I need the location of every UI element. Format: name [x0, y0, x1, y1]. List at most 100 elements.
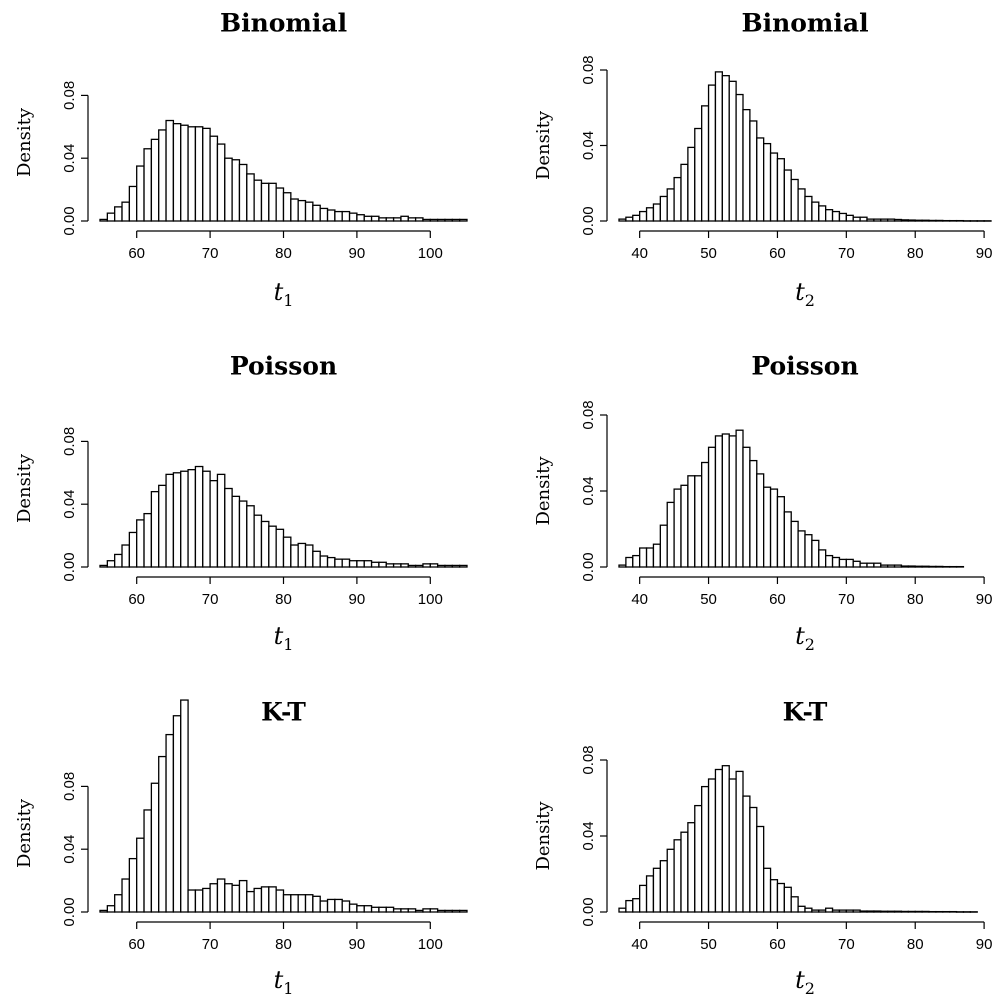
- y-tick-label: 0.00: [61, 206, 78, 235]
- histogram-bar: [356, 560, 365, 568]
- histogram-bar: [866, 218, 875, 222]
- histogram-bar: [659, 195, 668, 222]
- histogram-bar: [99, 564, 108, 568]
- x-axis-label-subscript: 1: [283, 979, 293, 998]
- histogram-bar: [645, 547, 655, 568]
- histogram-bar: [326, 898, 336, 913]
- histogram-bar: [99, 909, 108, 913]
- histogram-bar: [652, 203, 661, 222]
- panel-title: K-T: [261, 698, 306, 727]
- histogram-bar: [414, 217, 424, 222]
- histogram-bar: [728, 80, 737, 222]
- histogram-bar: [825, 554, 834, 568]
- y-tick-label: 0.00: [61, 552, 78, 581]
- histogram-bar: [859, 562, 868, 568]
- y-axis-label: Density: [533, 110, 554, 180]
- histogram-bar: [378, 217, 387, 222]
- panel-title: Poisson: [230, 352, 337, 381]
- histogram-bar: [907, 565, 916, 568]
- histogram-bar: [275, 889, 285, 913]
- histogram-panel-3: Poisson 0.00 0.04 0.08 Density 60 70 80 90 100 t1: [14, 352, 468, 654]
- histogram-bar: [707, 778, 717, 913]
- x-tick-label: 70: [838, 245, 855, 262]
- histogram-bar: [935, 565, 944, 568]
- histogram-bar: [202, 887, 211, 913]
- histogram-bar: [172, 715, 182, 913]
- histogram-bar: [172, 472, 182, 568]
- histogram-bar: [202, 127, 211, 222]
- y-tick-label: 0.08: [580, 55, 597, 84]
- histogram-bar: [341, 558, 351, 568]
- histogram-bar: [687, 475, 696, 568]
- y-axis-label: Density: [14, 453, 35, 523]
- histogram-bar: [407, 217, 417, 222]
- histogram-bar: [444, 909, 453, 913]
- histogram-bar: [783, 886, 792, 913]
- histogram-bar: [436, 909, 446, 913]
- histogram-bar: [400, 563, 409, 568]
- y-tick-label: 0.08: [61, 81, 78, 110]
- histogram-bar: [392, 908, 402, 913]
- histogram-bar: [928, 565, 937, 568]
- histogram-bar: [334, 898, 343, 913]
- histogram-bar: [928, 219, 937, 222]
- y-tick-label: 0.04: [61, 144, 78, 173]
- histogram-bar: [893, 564, 903, 568]
- histogram-bar: [407, 908, 417, 913]
- histogram-bar: [150, 490, 160, 568]
- histogram-bar: [756, 473, 765, 568]
- histogram-bar: [238, 500, 248, 568]
- histogram-bar: [143, 148, 153, 222]
- histogram-bar: [180, 124, 189, 222]
- histogram-bar: [838, 212, 847, 222]
- histogram-bar: [121, 544, 131, 568]
- histogram-bar: [209, 135, 219, 222]
- histogram-bar: [268, 525, 277, 568]
- x-tick-label: 70: [838, 591, 855, 608]
- x-tick-label: 100: [418, 591, 443, 608]
- histogram-bar: [136, 165, 145, 222]
- histogram-bar: [721, 75, 730, 222]
- histogram-bar: [776, 496, 785, 568]
- y-axis-label: Density: [533, 456, 554, 526]
- histogram-bar: [859, 910, 868, 913]
- histogram-bar: [180, 699, 189, 913]
- histogram-bar: [444, 564, 453, 568]
- histogram-bar: [639, 884, 648, 913]
- histogram-bar: [290, 544, 299, 568]
- histogram-bar: [838, 909, 847, 913]
- histogram-bar: [921, 219, 930, 222]
- x-tick-label: 60: [128, 936, 145, 953]
- histogram-bar: [811, 201, 820, 222]
- histogram-bar: [728, 435, 737, 568]
- histogram-bar: [804, 534, 813, 568]
- histogram-bar: [831, 909, 841, 913]
- histogram-panel-5: K-T 0.00 0.04 0.08 Density 60 70 80 90 100 t1: [14, 698, 468, 998]
- histogram-bar: [618, 564, 627, 568]
- histogram-bar: [852, 216, 861, 222]
- histogram-bar: [290, 894, 299, 913]
- x-axis-label-symbol: t: [795, 966, 805, 994]
- x-tick-label: 90: [976, 591, 993, 608]
- x-tick-label: 60: [769, 245, 786, 262]
- histogram-bar: [687, 822, 696, 913]
- histogram-bar: [645, 875, 655, 913]
- histogram-bar: [852, 560, 861, 568]
- histogram-bar: [356, 214, 365, 222]
- x-tick-label: 60: [128, 591, 145, 608]
- histogram-bar: [866, 910, 875, 913]
- histogram-bar: [818, 205, 827, 222]
- histogram-bar: [763, 867, 772, 913]
- histogram-bar: [625, 899, 634, 913]
- y-tick-label: 0.08: [580, 745, 597, 774]
- histogram-bar: [370, 561, 380, 568]
- histogram-bar: [673, 839, 682, 913]
- histogram-bar: [694, 127, 703, 222]
- x-axis-label-symbol: t: [795, 278, 805, 306]
- histogram-bar: [866, 562, 875, 568]
- histogram-bar: [818, 549, 827, 568]
- histogram-bar: [763, 142, 772, 222]
- x-axis-label-subscript: 2: [805, 291, 815, 310]
- histogram-bar: [707, 84, 717, 222]
